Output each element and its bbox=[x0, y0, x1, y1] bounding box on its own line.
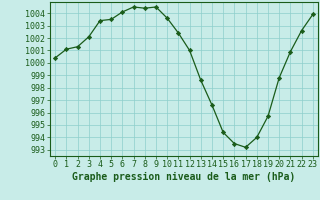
X-axis label: Graphe pression niveau de la mer (hPa): Graphe pression niveau de la mer (hPa) bbox=[72, 172, 296, 182]
